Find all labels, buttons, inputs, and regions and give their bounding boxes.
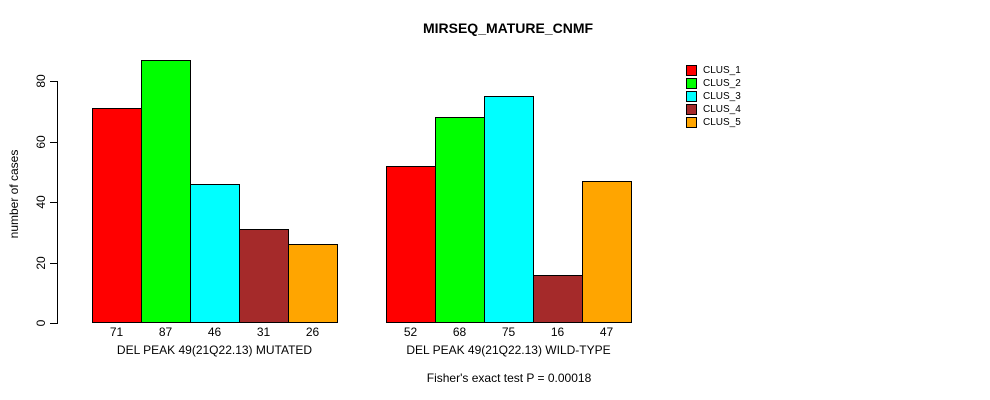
bar-clus-1-group1	[92, 108, 142, 323]
bar-value-label: 71	[109, 325, 124, 339]
bar-clus-1-group2	[386, 166, 436, 323]
bar-clus-4-group2	[533, 275, 583, 323]
y-axis-title: number of cases	[7, 149, 21, 239]
bar-value-label: 46	[207, 325, 222, 339]
y-axis-tick	[50, 263, 58, 264]
legend-label-clus-5: CLUS_5	[703, 117, 741, 128]
legend-swatch-clus-5	[686, 117, 697, 128]
bar-clus-3-group1	[190, 184, 240, 323]
chart-title: MIRSEQ_MATURE_CNMF	[422, 20, 594, 36]
legend-swatch-clus-3	[686, 91, 697, 102]
fisher-test-annotation: Fisher's exact test P = 0.00018	[426, 371, 592, 385]
y-axis-tick	[50, 142, 58, 143]
legend-swatch-clus-1	[686, 65, 697, 76]
y-axis-tick	[50, 323, 58, 324]
bar-clus-2-group2	[435, 117, 485, 323]
legend-swatch-clus-2	[686, 78, 697, 89]
bar-value-label: 26	[305, 325, 320, 339]
category-label: DEL PEAK 49(21Q22.13) MUTATED	[116, 343, 313, 357]
y-axis-tick	[50, 81, 58, 82]
legend-swatch-clus-4	[686, 104, 697, 115]
y-axis-tick	[50, 202, 58, 203]
bar-value-label: 52	[403, 325, 418, 339]
category-label: DEL PEAK 49(21Q22.13) WILD-TYPE	[406, 343, 611, 357]
bar-value-label: 68	[452, 325, 467, 339]
legend-label-clus-3: CLUS_3	[703, 91, 741, 102]
legend-label-clus-2: CLUS_2	[703, 78, 741, 89]
y-axis-tick-label: 40	[34, 195, 48, 209]
bar-clus-3-group2	[484, 96, 534, 323]
bar-clus-5-group2	[582, 181, 632, 323]
legend-label-clus-1: CLUS_1	[703, 65, 741, 76]
legend-label-clus-4: CLUS_4	[703, 104, 741, 115]
y-axis-tick-label: 60	[34, 135, 48, 149]
y-axis-tick-label: 20	[34, 256, 48, 270]
y-axis-tick-label: 0	[34, 319, 48, 327]
bar-value-label: 47	[599, 325, 614, 339]
bar-value-label: 75	[501, 325, 516, 339]
bar-value-label: 16	[550, 325, 565, 339]
bar-value-label: 31	[256, 325, 271, 339]
bar-value-label: 87	[158, 325, 173, 339]
bar-clus-2-group1	[141, 60, 191, 323]
bar-clus-4-group1	[239, 229, 289, 323]
y-axis-tick-label: 80	[34, 74, 48, 88]
bar-clus-5-group1	[288, 244, 338, 323]
